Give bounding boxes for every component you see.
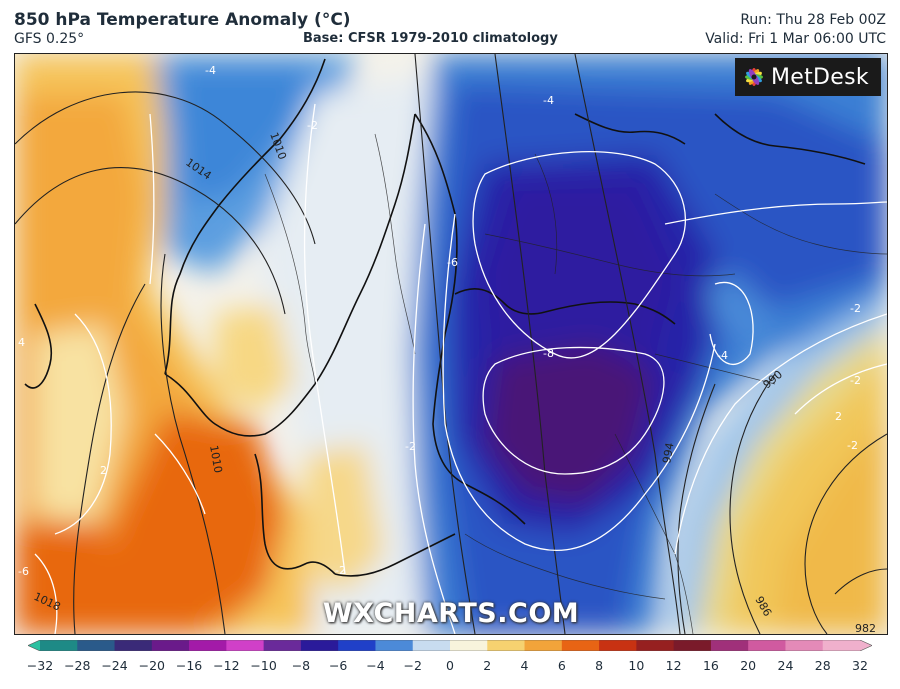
colorbar-tick-label: 4 xyxy=(520,658,529,673)
metdesk-logo-text: MetDesk xyxy=(771,64,869,90)
colorbar-tick-label: −28 xyxy=(64,658,91,673)
anomaly-label-group: -4 -4 -2 -6 -8 -4 -2 -2 4 2 -6 -2 2 -2 -… xyxy=(18,64,861,578)
colorbar-tick-label: 20 xyxy=(740,658,757,673)
anomaly-label: -6 xyxy=(447,256,458,269)
colorbar-cell xyxy=(114,640,153,651)
anomaly-label: -4 xyxy=(205,64,216,77)
coastlines xyxy=(24,58,866,577)
colorbar-cell xyxy=(412,640,451,651)
anomaly-label: 2 xyxy=(100,464,107,477)
colorbar-tick-label: 16 xyxy=(702,658,719,673)
colorbar-tick-label: 28 xyxy=(814,658,831,673)
anomaly-label: -2 xyxy=(847,439,858,452)
anomaly-label: -2 xyxy=(850,374,861,387)
colorbar-cell xyxy=(785,640,824,651)
colorbar-tick-label: 24 xyxy=(777,658,794,673)
borders xyxy=(264,133,887,634)
anomaly-label: -2 xyxy=(307,119,318,132)
valid-time-label: Valid: Fri 1 Mar 06:00 UTC xyxy=(705,31,886,47)
anomaly-label: -2 xyxy=(405,440,416,453)
colorbar-cell xyxy=(77,640,116,651)
anomaly-label: -4 xyxy=(717,349,728,362)
anomaly-label: 4 xyxy=(18,336,25,349)
colorbar-cell xyxy=(151,640,190,651)
isobar-label: 994 xyxy=(660,442,676,465)
colorbar-cell xyxy=(226,640,265,651)
colorbar-cell xyxy=(189,640,227,651)
anomaly-label: -6 xyxy=(18,565,29,578)
colorbar-cell xyxy=(40,640,78,651)
anomaly-map-svg: 1010 1014 1010 1018 994 990 986 982 -4 -… xyxy=(15,54,887,634)
isobar-label: 982 xyxy=(855,622,876,634)
colorbar-tick-label: 10 xyxy=(628,658,645,673)
colorbar-tick-label: 32 xyxy=(852,658,868,673)
colorbar-tick-label: −6 xyxy=(328,658,348,673)
colorbar-cell xyxy=(487,640,526,651)
anomaly-label: -8 xyxy=(543,347,554,360)
colorbar-tick-label: 8 xyxy=(595,658,604,673)
base-climatology-label: Base: CFSR 1979-2010 climatology xyxy=(303,31,558,46)
colorbar-end-low xyxy=(28,640,40,651)
colorbar-cell xyxy=(263,640,302,651)
colorbar-tick-label: −24 xyxy=(101,658,128,673)
chart-title: 850 hPa Temperature Anomaly (°C) xyxy=(14,10,351,30)
metdesk-flower-icon xyxy=(745,68,763,86)
colorbar-cell xyxy=(450,640,488,651)
colorbar-cell xyxy=(636,640,675,651)
metdesk-logo: MetDesk xyxy=(735,58,881,96)
colorbar-tick-label: −2 xyxy=(403,658,422,673)
colorbar-cell xyxy=(673,640,712,651)
colorbar-cell xyxy=(710,640,749,651)
anomaly-label: -2 xyxy=(850,302,861,315)
anomaly-label: -4 xyxy=(543,94,554,107)
colorbar-cell xyxy=(300,640,339,651)
colorbar-tick-label: −32 xyxy=(26,658,54,673)
colorbar-tick-label: −12 xyxy=(213,658,240,673)
run-time-label: Run: Thu 28 Feb 00Z xyxy=(740,12,886,28)
colorbar-tick-label: −8 xyxy=(291,658,311,673)
colorbar-tick-label: −10 xyxy=(250,658,277,673)
anomaly-contours xyxy=(34,103,887,634)
model-label: GFS 0.25° xyxy=(14,31,85,47)
weather-map: 1010 1014 1010 1018 994 990 986 982 -4 -… xyxy=(14,53,888,635)
colorbar-tick-label: −16 xyxy=(175,658,203,673)
wxcharts-watermark: WXCHARTS.COM xyxy=(322,598,580,629)
colorbar-cell xyxy=(338,640,376,651)
colorbar-cell xyxy=(599,640,637,651)
colorbar-end-high xyxy=(860,640,872,651)
colorbar-tick-label: 12 xyxy=(665,658,682,673)
isobar-label: 1010 xyxy=(207,444,225,474)
colorbar-cell xyxy=(822,640,861,651)
colorbar-ticks: −32 −28 −24 −20 −16 −12 −10 −8 −6 −4 −2 0 2 4 6 8 10 12 16… xyxy=(26,654,872,676)
colorbar-tick-label: −4 xyxy=(366,658,385,673)
colorbar-tick-label: 0 xyxy=(446,658,454,673)
colorbar-tick-label: 6 xyxy=(557,658,566,673)
colorbar-cell xyxy=(561,640,600,651)
colorbar xyxy=(28,640,872,651)
colorbar-cell xyxy=(375,640,414,651)
colorbar-cell xyxy=(748,640,786,651)
colorbar-cell xyxy=(524,640,563,651)
colorbar-cells xyxy=(28,640,872,651)
colorbar-tick-label: 2 xyxy=(483,658,492,673)
anomaly-label: 2 xyxy=(835,410,842,423)
colorbar-tick-label: −20 xyxy=(138,658,166,673)
anomaly-label: -2 xyxy=(335,564,346,577)
